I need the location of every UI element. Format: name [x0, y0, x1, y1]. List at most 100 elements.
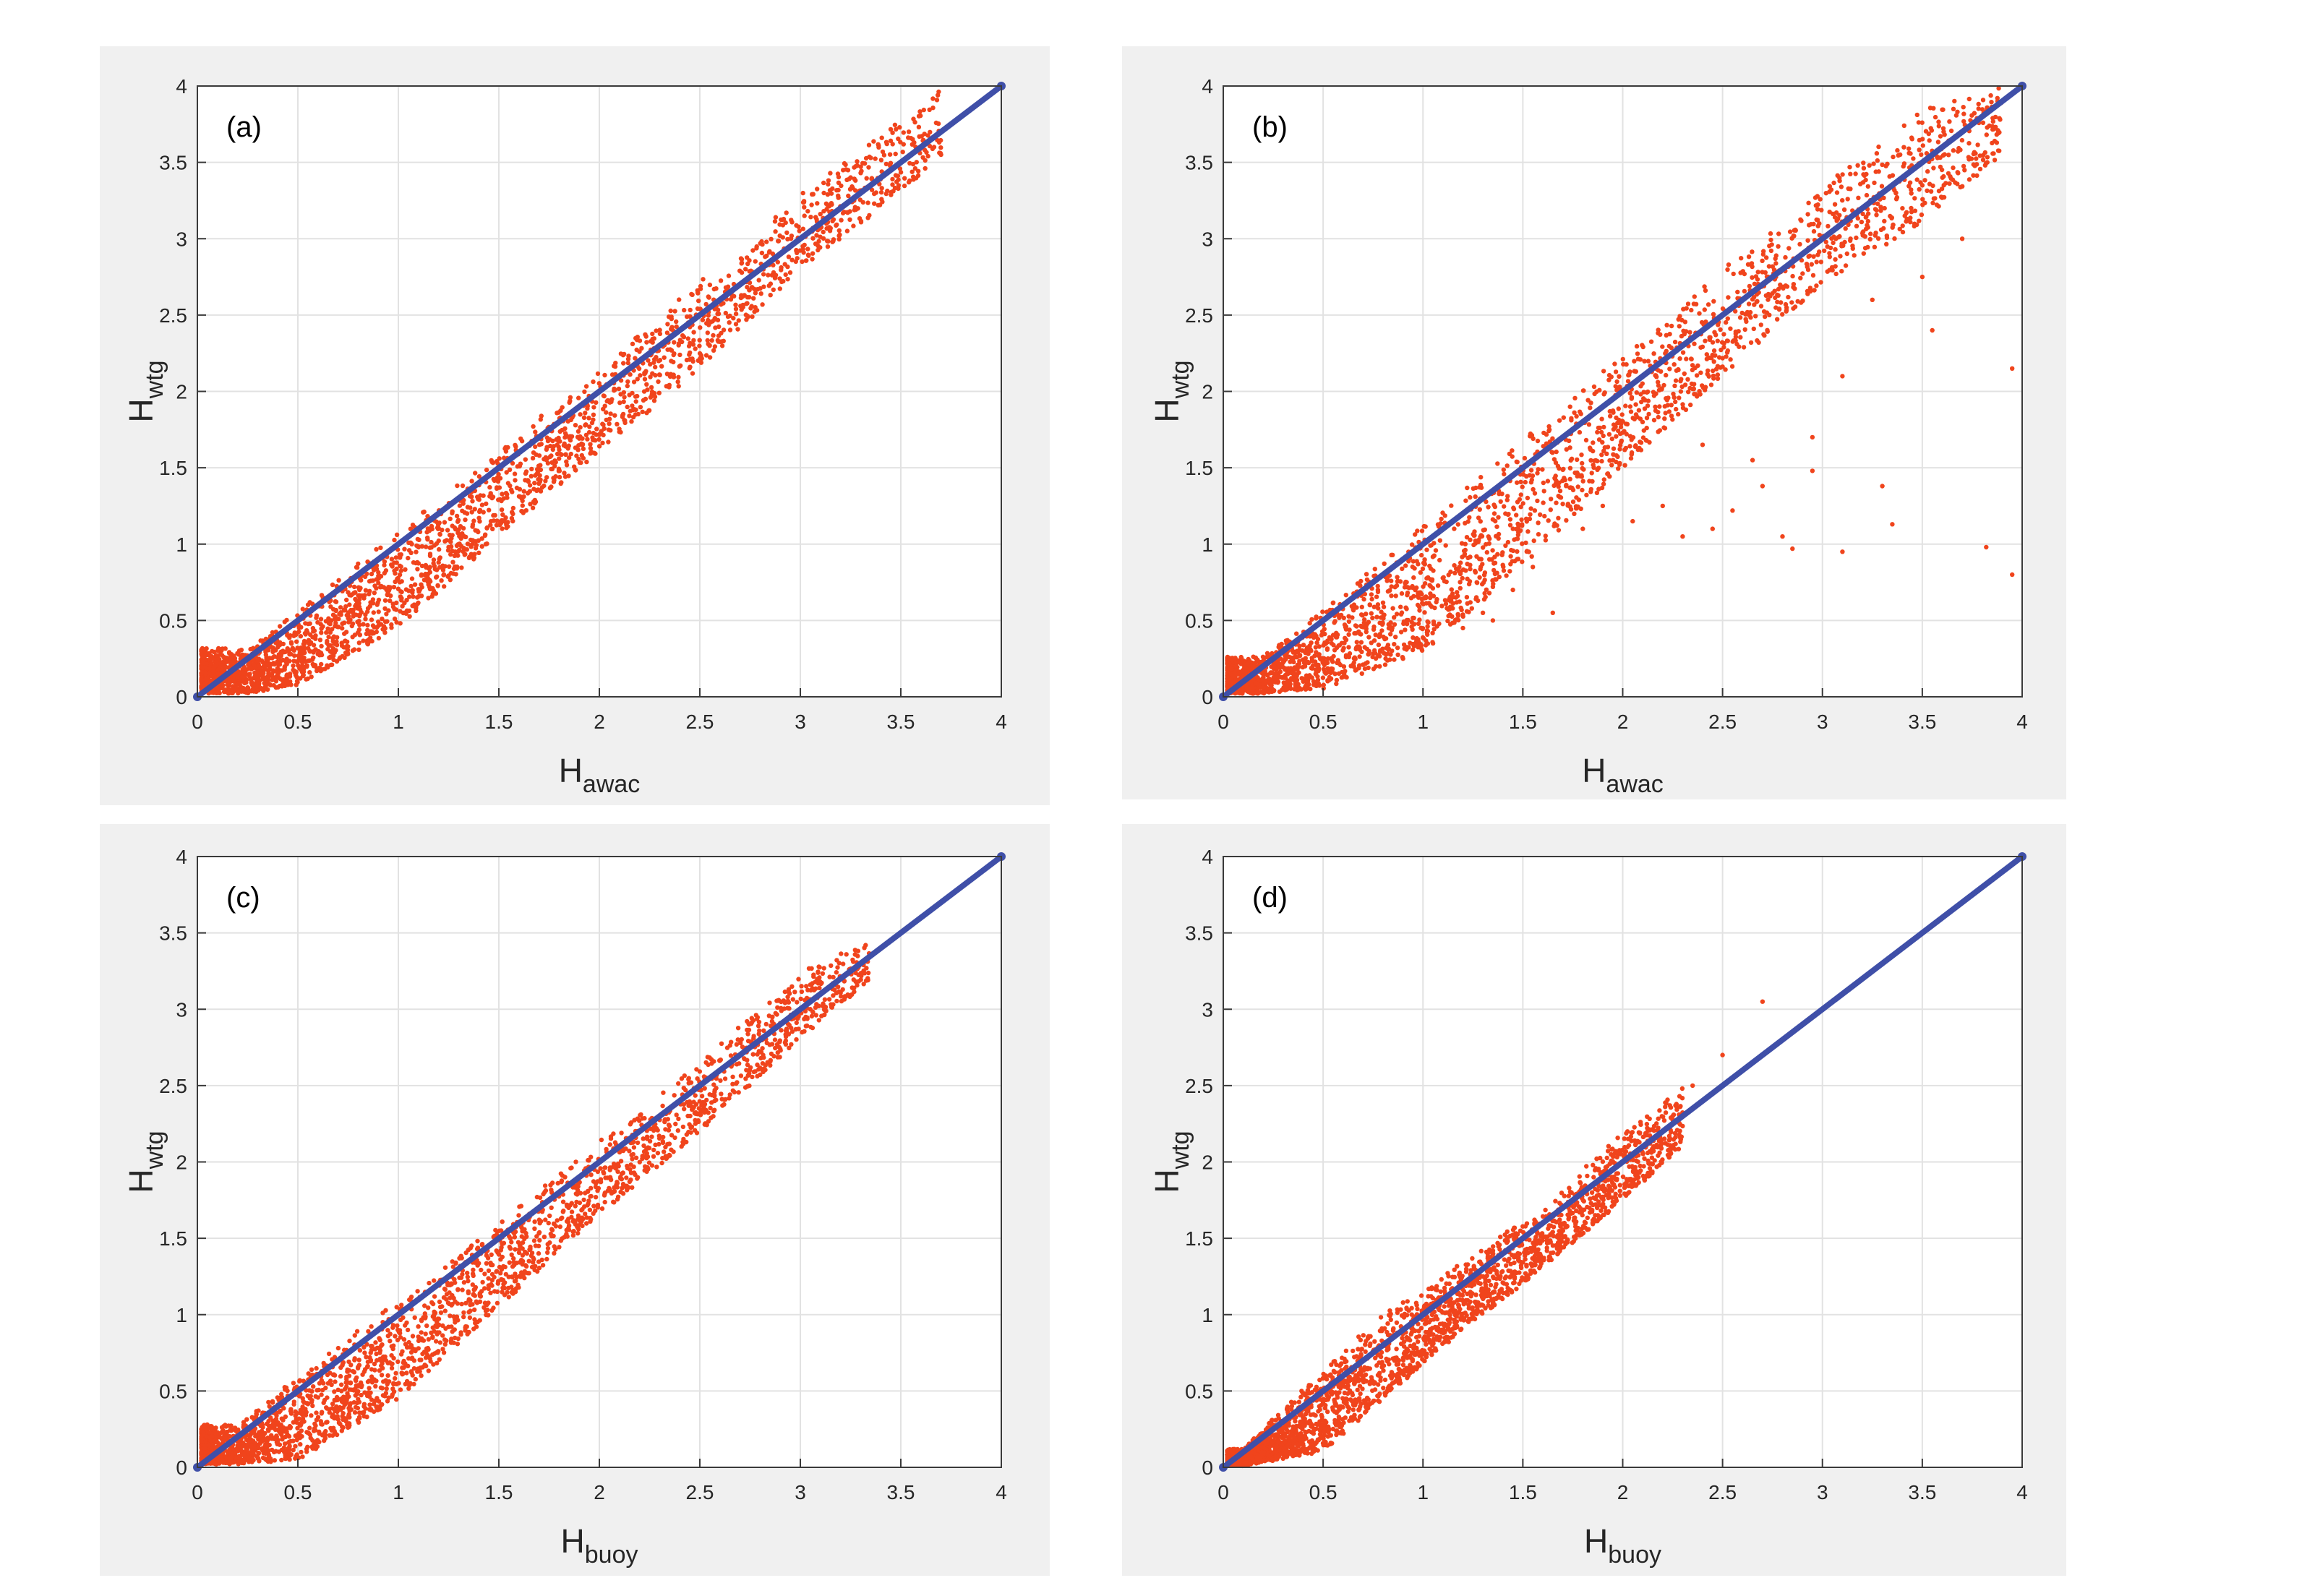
data-point	[1336, 671, 1342, 676]
data-point	[1431, 593, 1437, 598]
data-point	[214, 690, 220, 695]
data-point	[1721, 345, 1726, 350]
data-point	[317, 638, 323, 643]
data-point	[639, 346, 644, 351]
data-point	[523, 457, 528, 462]
data-point	[337, 656, 342, 661]
data-point	[1592, 458, 1597, 463]
data-point	[476, 538, 481, 543]
data-point	[1917, 218, 1922, 223]
data-point	[879, 186, 884, 191]
data-point	[530, 505, 536, 510]
data-point	[1883, 163, 1888, 168]
data-point	[357, 596, 362, 602]
data-point	[1511, 505, 1516, 510]
data-point	[1374, 594, 1379, 599]
data-point	[344, 597, 349, 603]
data-point	[291, 663, 296, 669]
data-point	[916, 124, 922, 129]
data-point	[1633, 402, 1638, 407]
data-point	[1294, 631, 1299, 636]
data-point	[1306, 682, 1311, 687]
data-point	[1619, 439, 1624, 445]
data-point	[1711, 348, 1717, 353]
data-point	[864, 176, 869, 181]
data-point	[1379, 609, 1384, 614]
data-point	[581, 415, 587, 420]
data-point	[1531, 486, 1536, 492]
data-point	[1872, 180, 1877, 186]
data-point	[852, 188, 858, 193]
data-point	[331, 634, 337, 639]
data-point	[1807, 286, 1813, 291]
data-point	[437, 557, 442, 562]
data-point	[556, 466, 562, 471]
data-point	[1763, 293, 1768, 299]
data-point	[1421, 560, 1427, 565]
data-point	[1410, 564, 1415, 570]
data-point	[1966, 96, 1972, 102]
data-point	[263, 636, 269, 642]
data-point	[1702, 307, 1707, 312]
data-point	[749, 304, 754, 309]
data-point	[1874, 213, 1879, 218]
data-point	[392, 616, 398, 622]
data-point	[618, 429, 623, 435]
data-point	[1702, 284, 1707, 289]
data-point	[779, 265, 784, 270]
data-point	[1920, 197, 1925, 202]
data-point	[1629, 450, 1635, 455]
data-point	[1320, 609, 1325, 614]
data-point	[1340, 648, 1345, 653]
data-point	[364, 631, 369, 637]
data-point	[1773, 253, 1779, 258]
data-point	[1567, 476, 1572, 481]
data-point	[701, 277, 706, 282]
data-point	[488, 523, 493, 528]
data-point	[1409, 542, 1415, 547]
data-point	[630, 390, 635, 396]
data-point	[562, 431, 568, 436]
data-point	[1277, 689, 1283, 695]
data-point	[1382, 636, 1387, 642]
data-point	[201, 661, 206, 666]
data-point	[1546, 424, 1551, 429]
data-point	[803, 258, 809, 263]
data-point	[273, 654, 278, 659]
data-point	[503, 449, 509, 454]
data-point	[805, 252, 811, 257]
data-point	[667, 347, 673, 352]
data-point	[750, 314, 755, 319]
data-point	[282, 664, 287, 669]
data-point	[241, 664, 247, 670]
data-point	[1278, 644, 1283, 649]
data-point	[1493, 518, 1498, 524]
data-point	[1311, 635, 1317, 640]
data-point	[1343, 593, 1348, 598]
data-point	[363, 588, 369, 593]
data-point	[414, 549, 419, 554]
data-point	[1646, 411, 1651, 417]
data-point	[1856, 195, 1861, 200]
data-point	[591, 412, 596, 417]
data-point	[829, 202, 834, 207]
data-point	[421, 510, 426, 515]
data-point	[1698, 370, 1703, 375]
data-point	[442, 584, 447, 589]
data-point	[1420, 566, 1426, 572]
data-point	[500, 526, 505, 531]
data-point	[1708, 382, 1714, 387]
data-point	[1528, 512, 1533, 517]
data-point	[213, 659, 219, 664]
data-point	[1398, 604, 1403, 609]
data-point	[356, 601, 361, 606]
data-point	[1638, 357, 1643, 362]
data-point	[451, 566, 457, 572]
data-point	[448, 516, 453, 521]
data-point	[1642, 406, 1648, 411]
data-point	[477, 507, 483, 512]
data-point	[380, 617, 385, 622]
data-point	[230, 690, 235, 695]
data-point	[1657, 404, 1662, 409]
data-point	[1455, 593, 1460, 598]
